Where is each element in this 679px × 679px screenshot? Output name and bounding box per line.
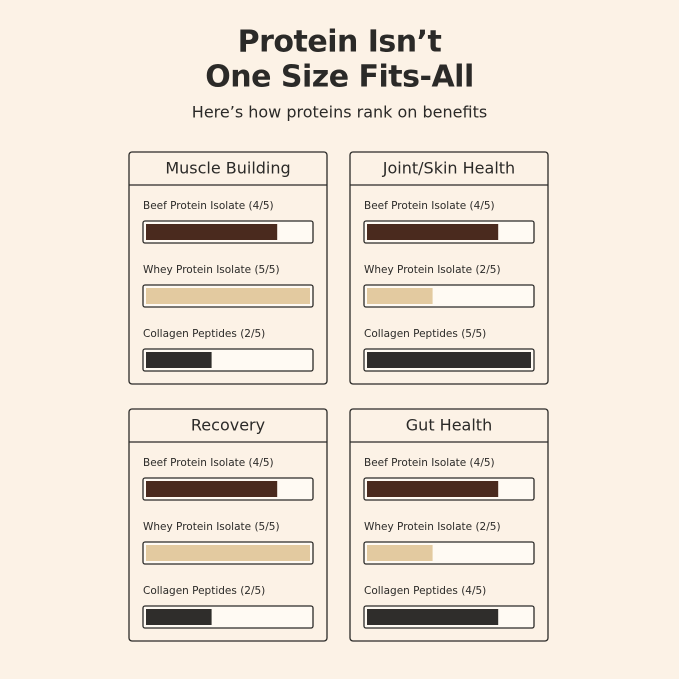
bar <box>367 224 499 240</box>
panel-title: Gut Health <box>406 416 492 435</box>
bar-label: Beef Protein Isolate (4/5) <box>364 457 495 469</box>
panel-frame <box>128 151 328 385</box>
bar-label: Whey Protein Isolate (5/5) <box>143 521 280 533</box>
panel: Recovery Beef Protein Isolate (4/5) Whey P… <box>128 408 328 642</box>
bar <box>146 481 278 497</box>
bar <box>367 352 531 368</box>
panel-frame <box>349 408 549 642</box>
panel-frame <box>128 408 328 642</box>
bar <box>146 224 278 240</box>
bar-label: Collagen Peptides (5/5) <box>364 328 486 340</box>
bar <box>146 288 310 304</box>
bar-label: Beef Protein Isolate (4/5) <box>364 200 495 212</box>
panel-title: Joint/Skin Health <box>382 159 515 178</box>
bar <box>367 545 433 561</box>
bar <box>367 609 499 625</box>
panel-title: Muscle Building <box>165 159 290 178</box>
panel-title: Recovery <box>191 416 265 435</box>
bar <box>146 352 212 368</box>
bar <box>367 481 499 497</box>
panel: Gut Health Beef Protein Isolate (4/5) Whey… <box>349 408 549 642</box>
panel: Muscle Building Beef Protein Isolate (4/5… <box>128 151 328 385</box>
bar-label: Whey Protein Isolate (2/5) <box>364 264 501 276</box>
bar <box>146 545 310 561</box>
bar-label: Beef Protein Isolate (4/5) <box>143 457 274 469</box>
bar-label: Collagen Peptides (2/5) <box>143 328 265 340</box>
title-line: One Size Fits-All <box>205 60 474 95</box>
panel: Joint/Skin Health Beef Protein Isolate (4… <box>349 151 549 385</box>
panel-frame <box>349 151 549 385</box>
bar-label: Beef Protein Isolate (4/5) <box>143 200 274 212</box>
subtitle: Here’s how proteins rank on benefits <box>192 103 487 122</box>
bar-label: Collagen Peptides (4/5) <box>364 585 486 597</box>
bar-label: Whey Protein Isolate (2/5) <box>364 521 501 533</box>
bar <box>367 288 433 304</box>
bar-label: Whey Protein Isolate (5/5) <box>143 264 280 276</box>
bar-label: Collagen Peptides (2/5) <box>143 585 265 597</box>
title-line: Protein Isn’t <box>238 25 442 60</box>
bar <box>146 609 212 625</box>
